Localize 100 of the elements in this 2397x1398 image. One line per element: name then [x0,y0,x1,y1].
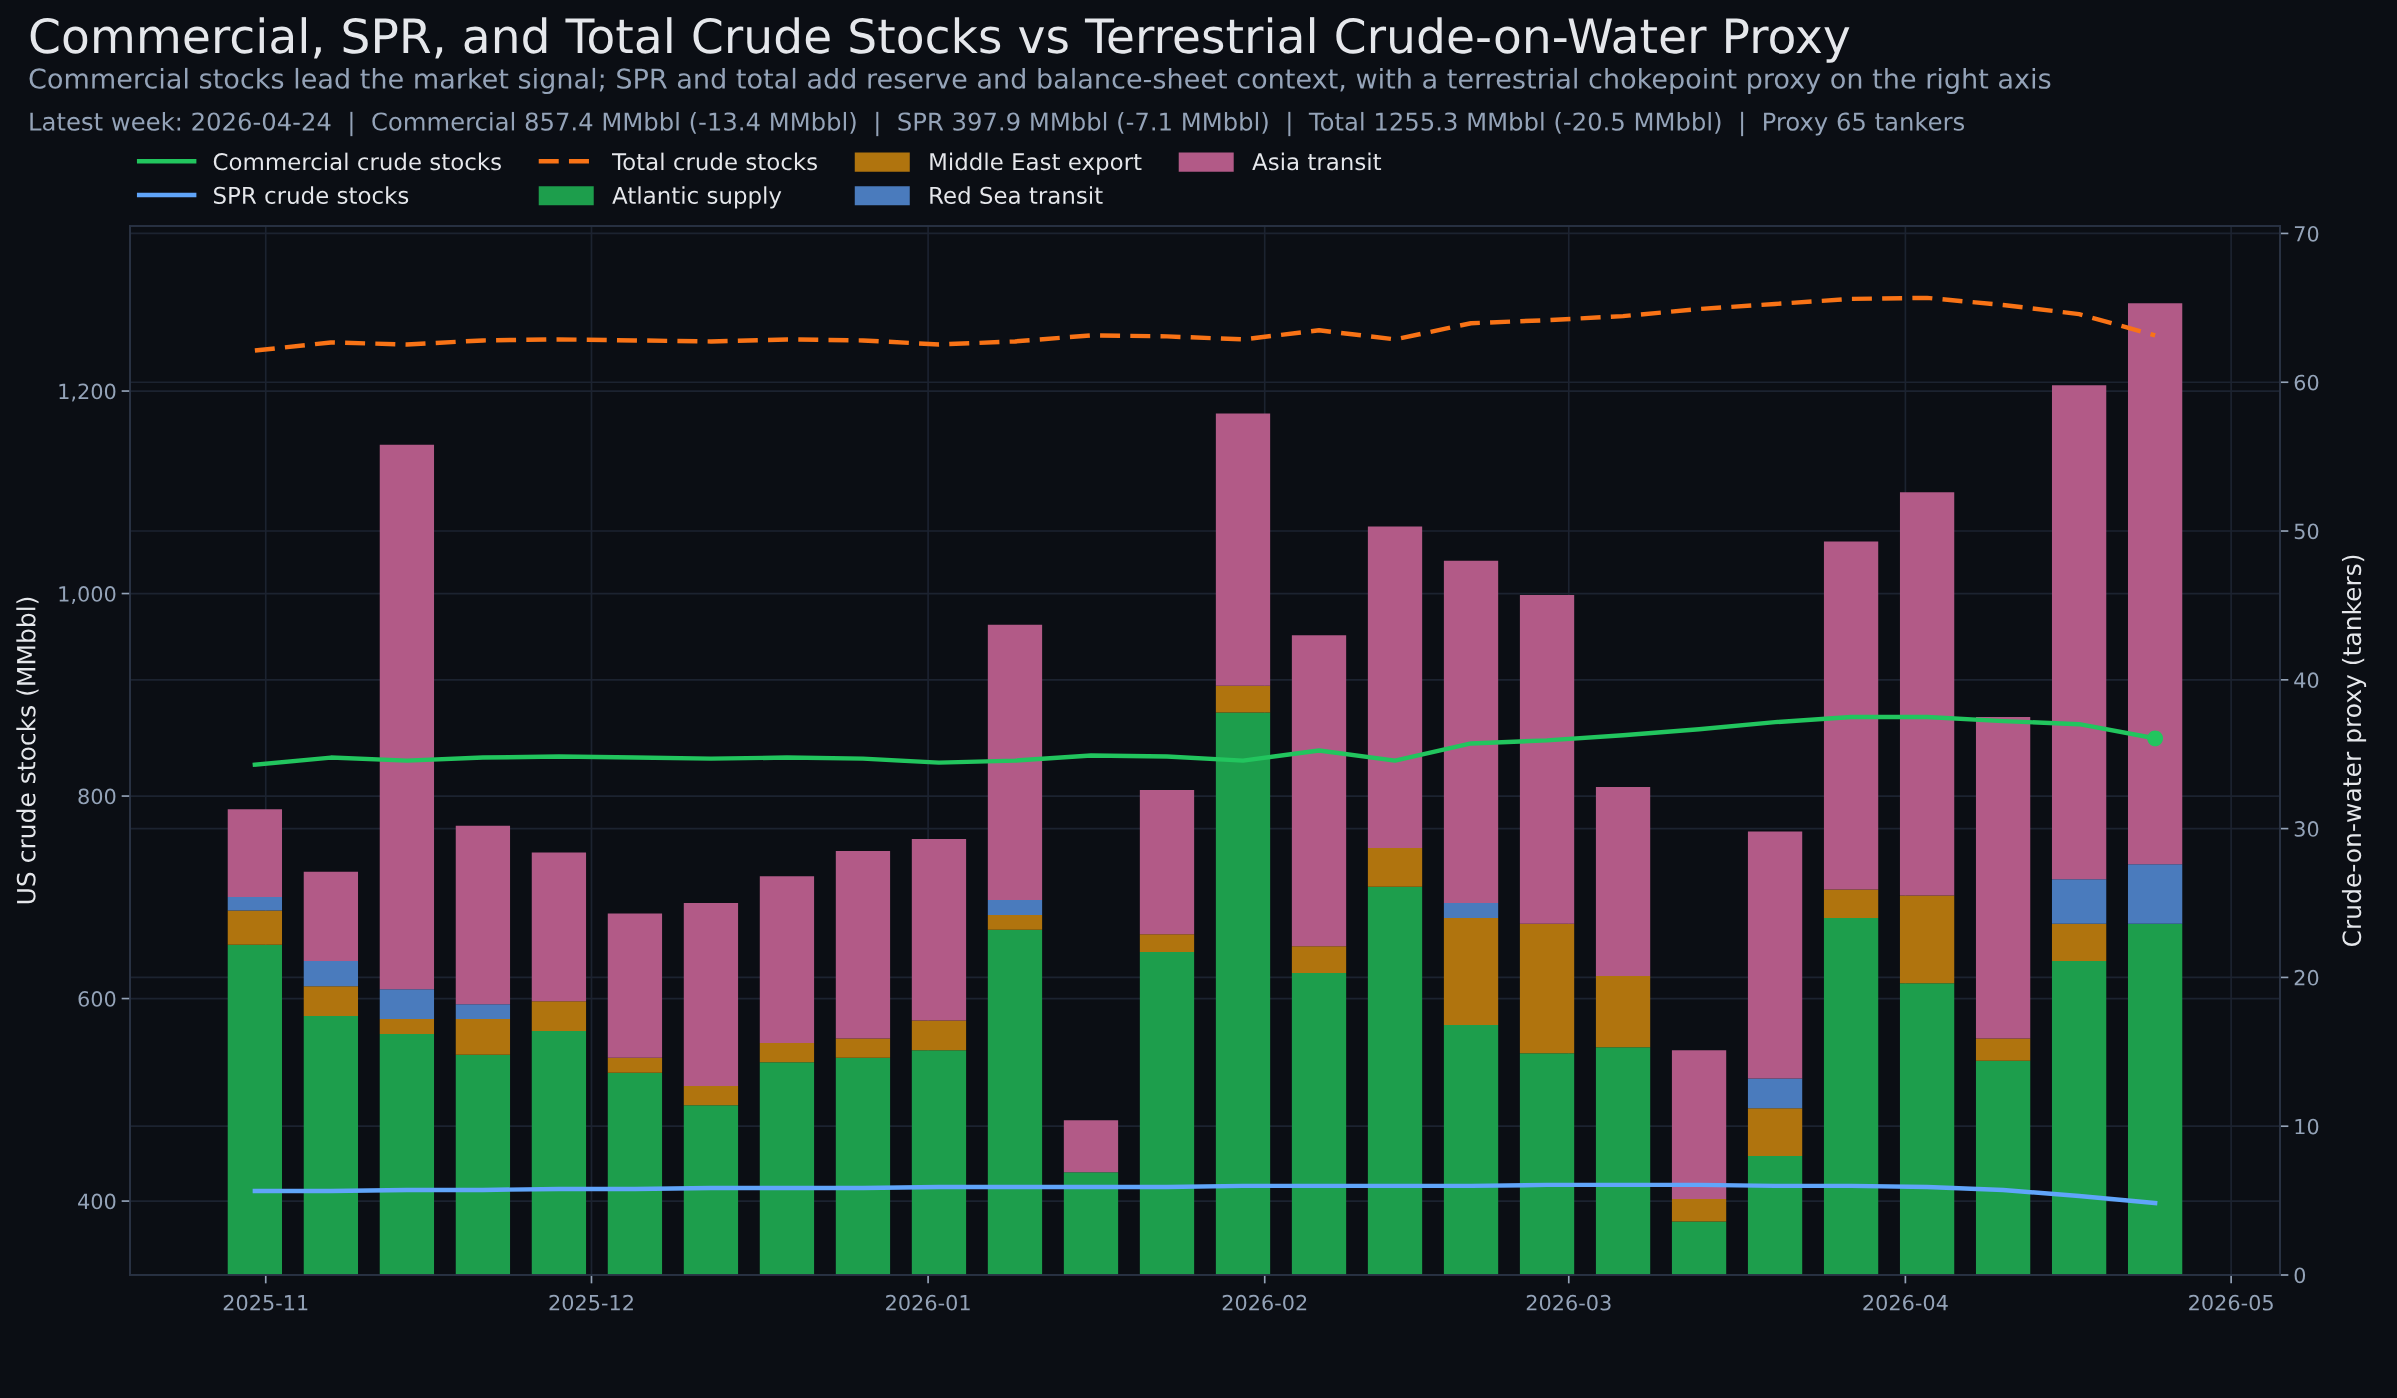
bar [835,850,891,1039]
y-axis-title: US crude stocks (MMbbl) [16,597,39,904]
bar [607,913,663,1058]
bar [1899,983,1955,1275]
bar [531,852,587,1002]
y2-tick-label: 40 [2294,672,2319,689]
bar [759,1062,815,1275]
y2-tick-label: 60 [2294,374,2319,391]
line-series [252,295,2158,353]
y2-tick-label: 10 [2295,1118,2319,1135]
bar [2051,961,2107,1275]
legend-label: Red Sea transit [930,186,1103,204]
bar [1291,972,1347,1275]
bar [1519,595,1575,924]
bar [303,961,359,987]
legend-label: Atlantic supply [612,186,782,209]
y-tick-label: 800 [78,788,116,805]
bar [1823,541,1879,890]
bar [531,1001,587,1031]
bar [1291,635,1347,947]
bar [303,986,359,1017]
legend-label: Middle East export [930,152,1142,175]
bar [911,1020,967,1051]
bar [455,825,511,1005]
bar [1747,1078,1803,1109]
y2-tick-label: 20 [2294,969,2319,986]
bar [987,624,1043,901]
bar [2051,879,2107,924]
bar [1063,1120,1119,1173]
bar [379,1019,435,1034]
x-tick-label: 2026-05 [2189,1294,2273,1311]
bar [1519,923,1575,1054]
bar [379,1033,435,1275]
bar [1747,1155,1803,1275]
bar [1215,685,1271,713]
bar [2127,864,2183,924]
y-tick-label: 400 [78,1193,116,1210]
bar [227,910,283,945]
bar [2051,385,2107,880]
bar [1215,413,1271,686]
bar [835,1038,891,1058]
bar [1367,886,1423,1275]
bar [683,1105,739,1275]
bar [1975,717,2031,1039]
bar [1215,712,1271,1275]
bar [911,839,967,1021]
bar [1671,1221,1727,1275]
legend-label: Total crude stocks [612,152,817,171]
bar [835,1057,891,1275]
bar [1443,560,1499,904]
bar [2127,923,2183,1275]
bar [1975,1038,2031,1061]
bar [1443,917,1499,1026]
bar [987,914,1043,930]
y-tick-label: 1,000 [59,586,116,604]
y2-tick-label: 0 [2294,1267,2306,1284]
bar [1823,889,1879,918]
bar [759,876,815,1043]
bar [911,1050,967,1275]
bar [531,1030,587,1275]
bar [379,989,435,1020]
bar [683,1086,739,1106]
y2-tick-label: 50 [2294,523,2319,540]
bar [1671,1050,1727,1200]
y2-tick-label: 70 [2294,225,2319,242]
bar [759,1042,815,1063]
bar [1367,526,1423,848]
x-tick-label: 2025-11 [223,1294,308,1311]
line-series [252,1182,2158,1206]
bar [1595,1047,1651,1275]
bar [607,1057,663,1073]
bar [227,897,283,911]
bar [987,900,1043,915]
bar [1139,934,1195,953]
bar [607,1072,663,1275]
bar [303,1016,359,1275]
bar [1139,789,1195,935]
x-tick-label: 2026-04 [1863,1294,1948,1311]
bar [455,1054,511,1275]
bar [1975,1060,2031,1275]
bar [227,944,283,1275]
bar [2051,923,2107,962]
bar [1595,975,1651,1048]
bar [2127,303,2183,865]
legend-label: Asia transit [1252,152,1382,171]
y2-tick-label: 30 [2294,821,2319,837]
x-tick-label: 2026-02 [1222,1294,1307,1311]
bar [1063,1172,1119,1275]
bar [1899,895,1955,984]
x-tick-label: 2025-12 [549,1294,633,1311]
bar [1823,917,1879,1275]
legend-label: Commercial crude stocks [213,152,501,171]
y2-axis-title: Crude-on-water proxy (tankers) [2341,555,2367,947]
bar [455,1019,511,1055]
text: Latest week: 2026-04-24 | Commercial 857.4 MMbbl (-13.4 MMbbl) | SPR 397.9 MMbbl (-7.1 MMbbl) | Total 1255.3 MMbbl (-20.5 MMbbl) | Proxy 65 tankers [30,111,1965,137]
bar [1443,903,1499,918]
bar [1747,831,1803,1079]
bar [455,1004,511,1020]
bar [1443,1025,1499,1275]
bar [1291,946,1347,973]
